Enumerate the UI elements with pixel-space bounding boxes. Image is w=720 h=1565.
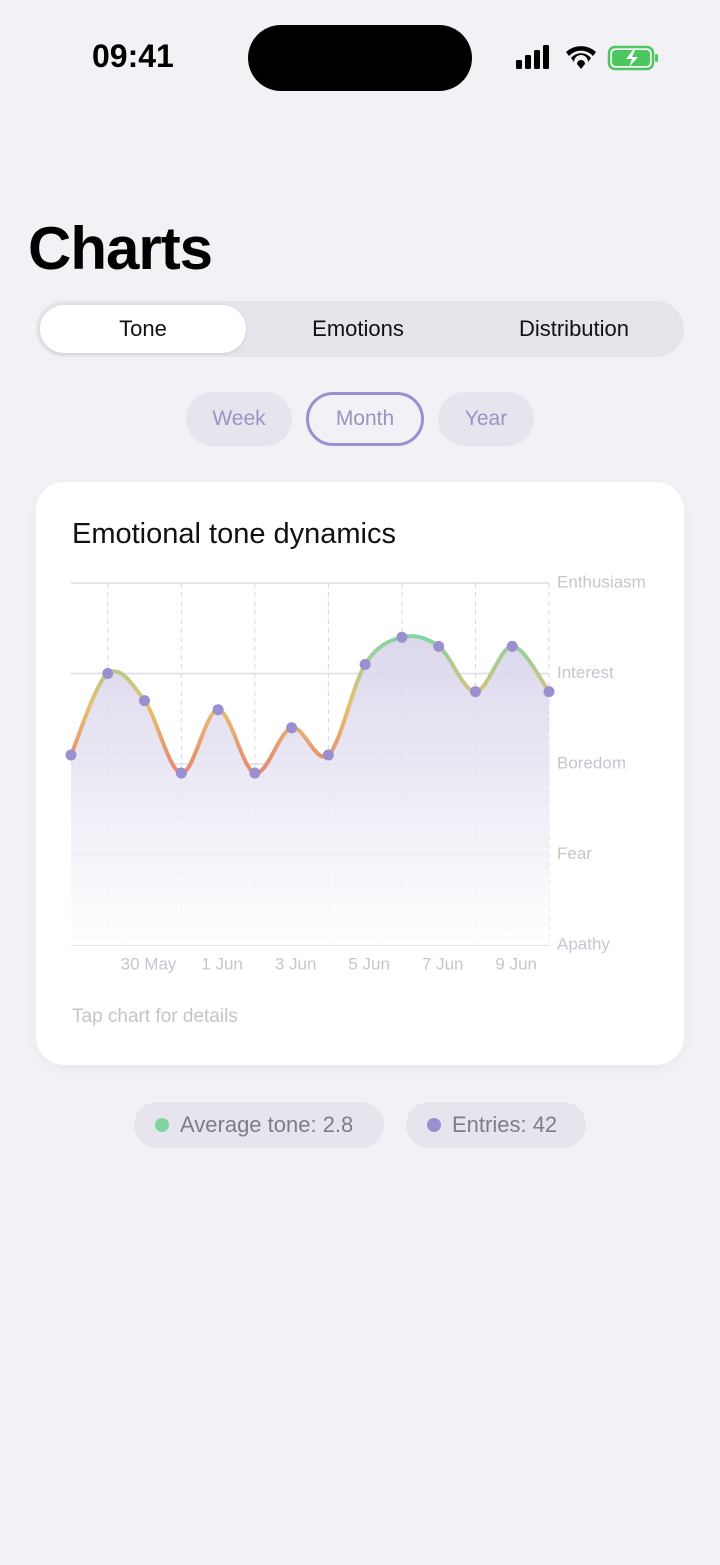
- tab[interactable]: Tone: [40, 305, 246, 353]
- dynamic-island: [248, 25, 472, 91]
- stat-dot: [155, 1118, 169, 1132]
- point: [212, 704, 224, 716]
- stat-pill: Entries: 42: [406, 1102, 586, 1148]
- period-chip[interactable]: Week: [186, 392, 292, 446]
- status-icons: [516, 45, 658, 71]
- x-tick-label: 9 Jun: [495, 954, 537, 973]
- tab[interactable]: Distribution: [518, 316, 630, 341]
- stat-text: Average tone: 2.8: [180, 1112, 354, 1137]
- stat-dot: [427, 1118, 441, 1132]
- tab[interactable]: Emotions: [312, 316, 404, 341]
- y-tick-label: Fear: [557, 844, 592, 863]
- line: [69, 634, 551, 776]
- point: [175, 767, 187, 779]
- chart-title: Emotional tone dynamics: [72, 518, 396, 550]
- segmented-control: Tone Emotions Distribution: [36, 301, 684, 357]
- point: [249, 767, 261, 779]
- y-tick-label: Boredom: [557, 753, 626, 772]
- point: [102, 668, 114, 679]
- point: [322, 749, 334, 761]
- x-tick-label: 5 Jun: [348, 954, 390, 973]
- hint-text: Tap chart for details: [72, 1006, 238, 1027]
- point: [396, 631, 408, 643]
- point: [359, 658, 371, 670]
- x-tick-label: 3 Jun: [275, 954, 317, 973]
- y-tick-label: Interest: [557, 663, 614, 682]
- page-title: Charts: [28, 215, 213, 282]
- y-tick-label: Apathy: [557, 934, 610, 953]
- status-time: 09:41: [92, 38, 174, 74]
- period-chip[interactable]: Month: [306, 392, 424, 446]
- point: [139, 695, 151, 707]
- point: [433, 640, 445, 652]
- y-tick-label: Enthusiasm: [557, 572, 646, 591]
- point: [65, 749, 77, 761]
- stat-pill: Average tone: 2.8: [134, 1102, 384, 1148]
- point: [543, 686, 555, 698]
- point: [506, 640, 518, 652]
- stat-text: Entries: 42: [452, 1112, 558, 1137]
- x-tick-label: 30 May: [121, 954, 177, 973]
- point: [286, 722, 298, 734]
- point: [469, 686, 481, 698]
- area: [71, 636, 549, 945]
- period-chip[interactable]: Year: [438, 392, 534, 446]
- x-tick-label: 7 Jun: [422, 954, 464, 973]
- x-tick-label: 1 Jun: [201, 954, 243, 973]
